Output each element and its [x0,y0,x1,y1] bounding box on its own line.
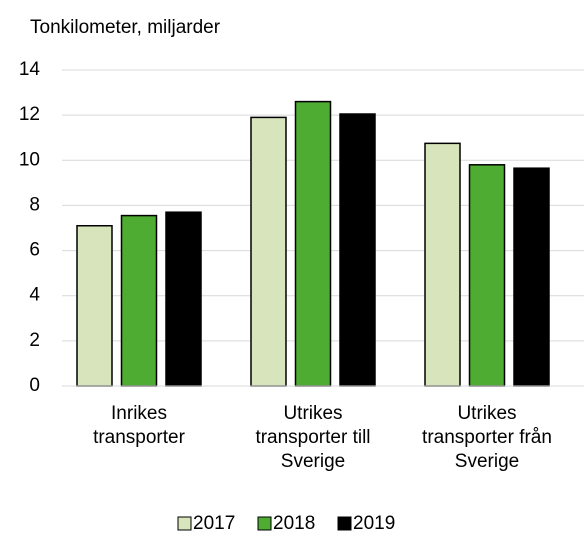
y-tick-label: 2 [29,330,40,351]
x-tick-label: Utrikes transporter från Sverige [422,403,552,472]
legend-label: 2018 [273,513,315,534]
legend-marker [337,516,352,531]
bar [76,224,113,387]
y-tick-label: 6 [29,240,40,261]
legend-label: 2019 [353,513,395,534]
y-tick-label: 4 [29,285,40,306]
bar [294,100,332,387]
bar [165,211,202,387]
y-tick-label: 8 [29,194,40,215]
y-tick-label: 14 [19,59,41,80]
bar [513,167,550,387]
bar [339,113,376,387]
bar [468,164,506,387]
y-tick-label: 10 [19,149,40,170]
bar [120,214,158,387]
legend-marker [177,516,192,531]
legend-marker [257,516,272,531]
bar [250,116,287,387]
y-axis-label: Tonkilometer, miljarder [30,17,221,38]
bar [424,142,461,387]
y-tick-label: 12 [19,104,40,125]
legend-label: 2017 [193,513,235,534]
x-tick-label: Utrikes transporter till Sverige [255,403,370,472]
y-tick-label: 0 [29,375,40,396]
x-tick-label: Inrikes transporter [93,403,186,448]
